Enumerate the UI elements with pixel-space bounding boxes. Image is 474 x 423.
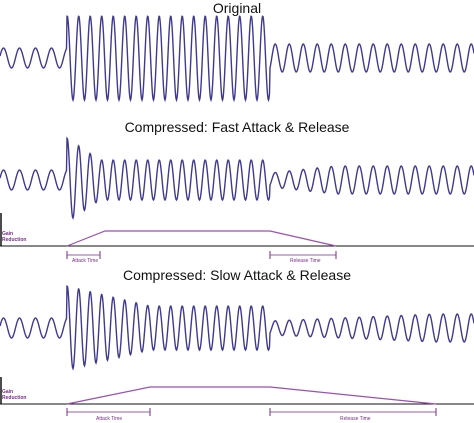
slow-gain-label-line2: Reduction bbox=[2, 395, 26, 401]
slow-attack-time-marker bbox=[66, 408, 151, 416]
fast-gain-reduction-panel: Gain Reduction Attack Time Release Time bbox=[0, 213, 474, 264]
slow-gain-reduction-panel: Gain Reduction Attack Time Release Time bbox=[0, 377, 474, 422]
slow-compressed-waveform bbox=[0, 285, 474, 371]
slow-release-time-label: Release Time bbox=[340, 416, 371, 422]
slow-release-time-marker bbox=[269, 408, 437, 416]
title-original: Original bbox=[212, 0, 262, 16]
fast-release-time-label: Release Time bbox=[290, 258, 321, 264]
fast-attack-time-marker bbox=[66, 251, 101, 259]
title-fast-compression: Compressed: Fast Attack & Release bbox=[124, 119, 350, 135]
fast-attack-time-label: Attack Time bbox=[72, 258, 98, 264]
slow-attack-time-label: Attack Time bbox=[96, 416, 122, 422]
slow-gain-label-line1: Gain bbox=[2, 389, 13, 395]
fast-gain-label-line1: Gain bbox=[2, 231, 13, 237]
fast-gain-envelope bbox=[66, 230, 337, 247]
fast-release-time-marker bbox=[269, 251, 337, 259]
slow-gain-envelope bbox=[66, 386, 437, 405]
fast-gain-label-line2: Reduction bbox=[2, 237, 26, 243]
title-slow-compression: Compressed: Slow Attack & Release bbox=[123, 267, 351, 283]
original-waveform bbox=[0, 15, 474, 103]
fast-compressed-waveform bbox=[0, 136, 474, 220]
